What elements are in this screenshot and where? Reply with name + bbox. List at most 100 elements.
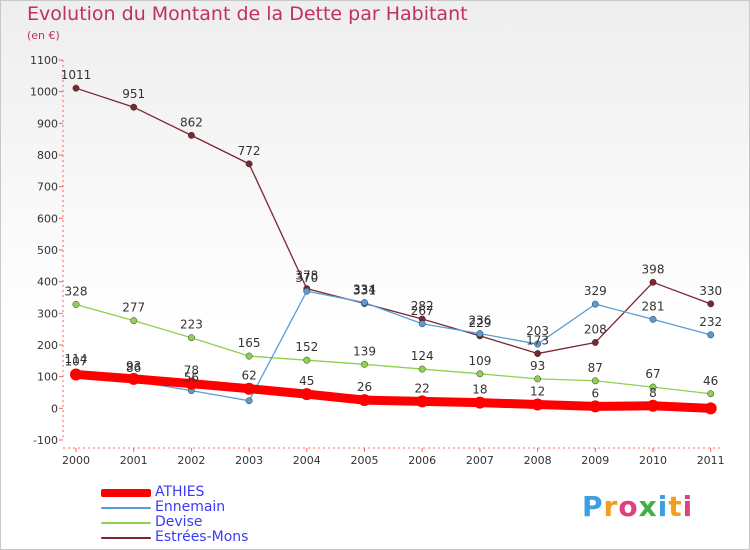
data-label: 109 (468, 354, 491, 368)
data-point (361, 299, 368, 307)
data-point (358, 394, 371, 407)
data-point (649, 315, 657, 323)
y-tick-label: 600 (37, 212, 58, 225)
legend-label: Estrées-Mons (155, 529, 249, 545)
data-point (649, 278, 657, 286)
data-label: 18 (472, 383, 487, 397)
y-tick-label: 100 (37, 371, 58, 384)
data-point (127, 372, 140, 385)
data-point (361, 360, 368, 368)
x-tick-label: 2000 (62, 454, 90, 467)
data-point (187, 334, 195, 342)
data-point (416, 395, 429, 408)
data-label: 165 (238, 336, 261, 350)
data-label: 331 (353, 284, 376, 298)
data-label: 139 (353, 344, 376, 358)
data-point (591, 339, 599, 346)
data-point (534, 340, 542, 348)
y-tick-label: 1000 (30, 86, 58, 99)
data-point (647, 399, 659, 412)
series-line-ennemain (75, 290, 712, 402)
data-label: 281 (642, 299, 665, 313)
data-label: 87 (588, 361, 603, 375)
data-point (589, 400, 602, 413)
x-tick-label: 2007 (466, 454, 494, 467)
data-point (245, 397, 253, 405)
x-tick-label: 2003 (235, 454, 263, 467)
data-label: 78 (184, 364, 199, 378)
legend-label: Devise (155, 514, 203, 530)
logo-letter: x (638, 490, 658, 523)
data-label: 282 (411, 299, 434, 313)
data-point (531, 398, 544, 411)
data-label: 1011 (61, 68, 92, 82)
x-tick-label: 2010 (639, 454, 667, 467)
data-label: 26 (357, 380, 372, 394)
data-label: 370 (295, 271, 318, 285)
data-label: 329 (584, 284, 607, 298)
legend-label: Ennemain (155, 499, 226, 515)
data-label: 229 (468, 316, 491, 330)
data-label: 378 (295, 269, 318, 283)
x-tick-label: 2009 (581, 454, 609, 467)
data-label: 398 (642, 262, 665, 276)
data-label: 173 (526, 334, 549, 348)
data-point (243, 382, 256, 395)
x-tick-label: 2005 (351, 454, 379, 467)
data-label: 107 (65, 354, 88, 368)
series-line-athies (71, 369, 716, 413)
y-tick-label: 900 (37, 117, 58, 130)
data-point (300, 388, 313, 401)
data-label: 114 (65, 352, 88, 366)
data-point (534, 375, 542, 383)
chart-subtitle: (en €) (27, 29, 60, 42)
data-point (591, 377, 599, 385)
data-label: 203 (526, 324, 549, 338)
data-point (534, 350, 542, 357)
data-label: 951 (122, 87, 145, 101)
data-label: 86 (126, 361, 141, 375)
data-point (418, 365, 426, 373)
x-tick-label: 2011 (697, 454, 725, 467)
data-label: 93 (530, 359, 545, 373)
logo-letter: r (603, 490, 619, 523)
y-tick-label: 0 (51, 402, 58, 415)
data-label: 334 (353, 283, 376, 297)
data-point (649, 383, 657, 391)
data-point (707, 390, 715, 398)
logo-letter: i (682, 490, 694, 523)
data-point (704, 402, 717, 415)
y-tick-label: 1100 (30, 54, 58, 67)
data-label: 208 (584, 322, 607, 336)
legend-label: ATHIES (155, 484, 205, 500)
data-label: 862 (180, 115, 203, 129)
legend-swatch (101, 507, 151, 509)
data-point (245, 160, 253, 168)
data-point (476, 370, 484, 378)
data-label: 277 (122, 301, 145, 315)
y-tick-label: -100 (33, 434, 58, 447)
logo-letter: o (618, 490, 639, 523)
data-point (130, 103, 138, 111)
legend-swatch (101, 522, 151, 524)
logo-letter: t (668, 490, 683, 523)
data-point (70, 368, 82, 381)
data-point (72, 84, 80, 92)
data-point (476, 330, 484, 338)
x-tick-label: 2001 (120, 454, 148, 467)
series-line-devise (75, 303, 712, 395)
data-label: 330 (699, 284, 722, 298)
y-tick-label: 800 (37, 149, 58, 162)
data-label: 12 (530, 385, 545, 399)
data-point (187, 131, 195, 139)
y-tick-label: 400 (37, 276, 58, 289)
data-point (72, 301, 80, 308)
data-label: 772 (238, 144, 261, 158)
data-point (303, 356, 311, 364)
logo-letter: P (582, 490, 604, 523)
data-point (707, 331, 715, 339)
data-label: 152 (295, 340, 318, 354)
data-point (707, 300, 715, 308)
legend-swatch (101, 537, 151, 539)
data-label: 232 (699, 315, 722, 329)
